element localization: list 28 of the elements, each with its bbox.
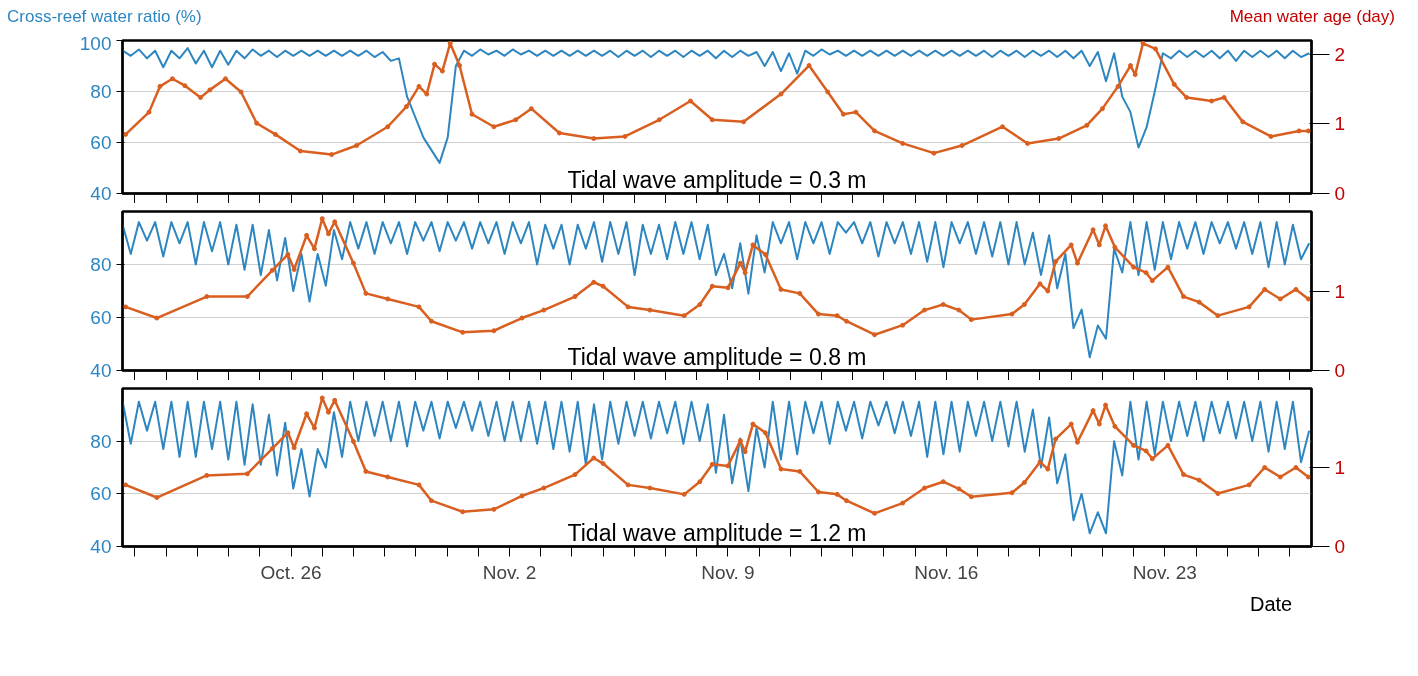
y-tick-label: 60: [90, 307, 112, 328]
y-tick-label: 80: [90, 430, 112, 452]
y2-tick-label: 1: [1334, 280, 1346, 302]
annotation: Tidal wave amplitude = 0.8 m: [567, 343, 867, 370]
annotation: Tidal wave amplitude = 0.3 m: [567, 166, 867, 193]
y-tick-label: 60: [90, 132, 112, 153]
y2-axis-title: Mean water age (day): [1229, 6, 1395, 28]
y2-tick-label: 0: [1334, 360, 1346, 381]
y-tick-label: 40: [90, 360, 112, 381]
y-tick-label: 40: [90, 536, 112, 557]
y2-tick-label: 0: [1334, 183, 1346, 204]
y2-tick-label: 1: [1334, 457, 1346, 478]
x-tick-label: Oct. 26: [260, 561, 322, 583]
y-tick-label: 40: [90, 183, 112, 204]
annotation: Tidal wave amplitude = 1.2 m: [567, 519, 867, 546]
y-axis-title: Cross-reef water ratio (%): [7, 6, 202, 28]
y2-tick-label: 0: [1334, 536, 1346, 557]
y-tick-label: 80: [90, 254, 112, 275]
x-tick-label: Nov. 9: [701, 561, 755, 583]
x-axis-title: Date: [1250, 592, 1293, 617]
x-tick-label: Nov. 2: [482, 561, 537, 583]
y-tick-label: 60: [90, 483, 112, 505]
y-tick-label: 100: [79, 32, 112, 54]
x-tick-label: Nov. 23: [1132, 561, 1197, 583]
y2-tick-label: 2: [1334, 43, 1346, 65]
x-tick-label: Nov. 16: [914, 561, 979, 583]
y2-tick-label: 1: [1334, 113, 1346, 135]
y-tick-label: 80: [90, 81, 112, 102]
